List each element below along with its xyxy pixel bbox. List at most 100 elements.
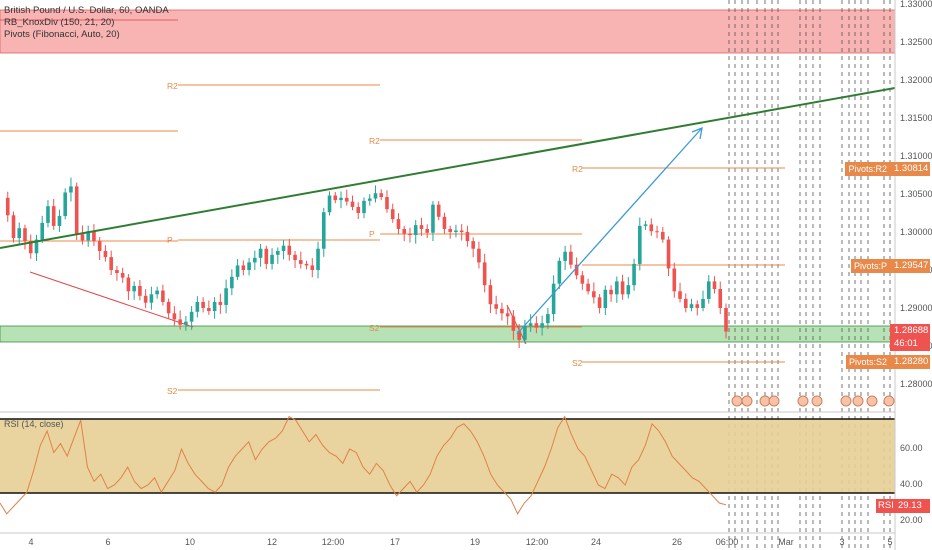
candle-body [241, 265, 246, 270]
candle-body [396, 219, 401, 229]
candle-body [184, 321, 188, 325]
rsi-axis-20: 20.00 [900, 515, 923, 525]
candle-body [511, 316, 516, 331]
candle-body [505, 313, 510, 317]
tag-pivot-p-label: Pivots:P [850, 259, 890, 273]
price-axis-label: 1.30500 [900, 189, 932, 199]
candle-body [517, 330, 521, 340]
time-axis-label: 19 [470, 537, 480, 547]
time-axis-label: 4 [28, 537, 33, 547]
price-axis-label: 1.29000 [900, 303, 932, 313]
candle-body [126, 277, 131, 292]
time-axis-label: 17 [390, 537, 400, 547]
candle-body [230, 276, 234, 289]
candle-body [258, 248, 263, 258]
candle-body [339, 197, 343, 201]
candle-body [109, 257, 113, 270]
candle-body [465, 232, 470, 242]
candle-body [477, 248, 481, 263]
candle-body [712, 281, 717, 289]
rsi-line [0, 415, 727, 515]
candle-body [143, 295, 148, 303]
candle-body [28, 241, 33, 254]
candle-body [92, 231, 96, 242]
candle-body [74, 186, 79, 235]
candle-body [500, 308, 504, 314]
candle-body [321, 212, 326, 249]
candle-body [344, 197, 349, 202]
candle-body [281, 245, 286, 251]
legend-indicator-2[interactable]: Pivots (Fibonacci, Auto, 20) [4, 29, 169, 41]
candle-body [528, 323, 533, 326]
tag-pivot-r2-label: Pivots:R2 [845, 162, 890, 176]
candle-body [103, 251, 108, 258]
tag-countdown: 46:01 [890, 337, 930, 351]
candle-body [350, 201, 355, 207]
candle-body [235, 265, 240, 277]
candle-body [253, 257, 257, 263]
rsi-axis-40: 40.00 [900, 479, 923, 489]
candle-body [632, 263, 636, 286]
candle-body [298, 260, 303, 264]
pivot-label-p: P [167, 235, 173, 245]
candle-body [172, 313, 177, 320]
candle-body [40, 222, 45, 240]
candle-body [178, 319, 182, 325]
candle-body [643, 224, 648, 226]
trend-line[interactable] [0, 87, 896, 249]
candle-body [287, 245, 292, 255]
candle-body [333, 195, 338, 201]
pivot-label-r2: R2 [167, 81, 178, 91]
resistance-zone [0, 9, 896, 54]
legend-symbol-text: British Pound / U.S. Dollar, 60, OANDA [4, 5, 169, 16]
candle-body [592, 291, 596, 298]
time-axis[interactable]: 4 6 10 12 12:00 17 19 12:00 24 26 06:00 Mar 3 5 [28, 537, 892, 547]
time-axis-label: 5 [887, 537, 892, 547]
legend-indicator-1-text: RB_KnoxDiv (150, 21, 20) [4, 17, 115, 28]
candle-body [448, 228, 452, 232]
candle-body [367, 198, 372, 201]
candle-body [264, 248, 269, 264]
candle-body [557, 260, 562, 284]
candle-body [459, 230, 464, 232]
candle-body [293, 254, 297, 261]
candle-body [718, 289, 723, 308]
candle-body [51, 206, 56, 226]
candle-body [310, 265, 315, 270]
candle-body [207, 308, 211, 312]
candle-body [672, 268, 677, 292]
candle-body [201, 301, 205, 308]
candle-body [149, 294, 154, 303]
pivot-label-s2-3: S2 [572, 358, 583, 368]
candle-body [402, 228, 407, 234]
rsi-axis: 60.00 40.00 20.00 [900, 443, 923, 525]
candle-body [563, 251, 567, 261]
legend-indicator-1[interactable]: RB_KnoxDiv (150, 21, 20) [4, 17, 169, 29]
candle-body [316, 248, 320, 270]
legend-indicator-2-text: Pivots (Fibonacci, Auto, 20) [4, 29, 120, 40]
rsi-legend[interactable]: RSI (14, close) [4, 419, 64, 429]
rsi-band [0, 419, 895, 493]
candle-body [224, 288, 228, 305]
candle-body [86, 231, 90, 241]
candle-body [425, 228, 430, 233]
projection-arrow[interactable] [516, 126, 703, 335]
candle-body [431, 204, 435, 233]
candle-body [638, 225, 642, 264]
tag-rsi-label: RSI [876, 499, 894, 513]
candle-body [419, 225, 424, 229]
candle-body [626, 285, 631, 295]
candle-body [195, 301, 200, 312]
candle-body [373, 193, 378, 199]
candle-body [569, 251, 573, 265]
candle-body [551, 283, 556, 315]
candle-body [678, 291, 682, 299]
tag-last-price: 1.28688 [890, 324, 930, 338]
candle-body [362, 200, 366, 213]
divergence-lines [29, 271, 527, 345]
candle-body [120, 273, 125, 278]
pivot-label-s2: S2 [167, 386, 178, 396]
price-axis-label: 1.32500 [900, 37, 932, 47]
legend-symbol[interactable]: British Pound / U.S. Dollar, 60, OANDA [4, 5, 169, 17]
